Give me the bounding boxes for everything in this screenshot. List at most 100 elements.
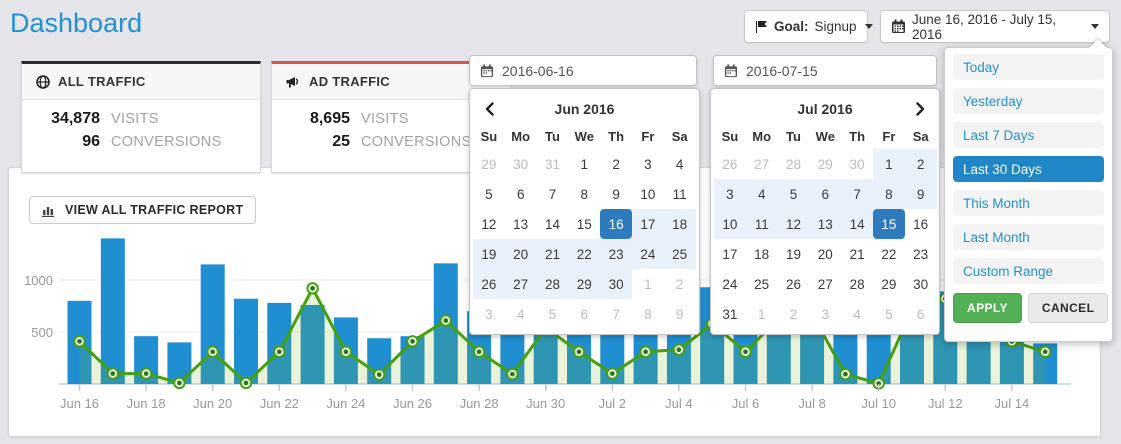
calendar-day[interactable]: 25 — [663, 239, 696, 269]
calendar-day[interactable]: 27 — [504, 269, 537, 299]
calendar-day[interactable]: 4 — [516, 306, 525, 322]
calendar-day[interactable]: 23 — [913, 246, 929, 262]
calendar-day[interactable]: 29 — [817, 156, 833, 172]
calendar-day[interactable]: 20 — [504, 239, 537, 269]
calendar-day[interactable]: 27 — [754, 156, 770, 172]
start-date-input-box[interactable] — [469, 55, 697, 86]
calendar-day[interactable]: 29 — [568, 269, 601, 299]
calendar-day[interactable]: 15 — [576, 216, 592, 232]
view-all-traffic-report-button[interactable]: VIEW ALL TRAFFIC REPORT — [29, 196, 257, 224]
calendar-day[interactable]: 28 — [849, 276, 865, 292]
calendar-day[interactable]: 29 — [481, 156, 497, 172]
preset-yesterday[interactable]: Yesterday — [953, 88, 1104, 114]
calendar-day[interactable]: 19 — [473, 239, 505, 269]
calendar-day[interactable]: 2 — [675, 276, 684, 292]
apply-button[interactable]: APPLY — [953, 293, 1022, 323]
calendar-day[interactable]: 9 — [675, 306, 684, 322]
calendar-day[interactable]: 28 — [785, 156, 801, 172]
calendar-day[interactable]: 24 — [722, 276, 738, 292]
calendar-day[interactable]: 13 — [513, 216, 529, 232]
cancel-button[interactable]: CANCEL — [1027, 293, 1109, 323]
calendar-day[interactable]: 8 — [872, 179, 905, 209]
calendar-day[interactable]: 4 — [675, 156, 684, 172]
calendar-day[interactable]: 20 — [817, 246, 833, 262]
preset-custom-range[interactable]: Custom Range — [953, 258, 1104, 284]
calendar-day[interactable]: 5 — [777, 179, 810, 209]
calendar-day[interactable]: 1 — [757, 306, 766, 322]
calendar-day[interactable]: 11 — [745, 209, 778, 239]
calendar-day[interactable]: 10 — [640, 186, 656, 202]
calendar-day[interactable]: 18 — [754, 246, 770, 262]
calendar-day[interactable]: 31 — [722, 306, 738, 322]
calendar-day[interactable]: 14 — [841, 209, 873, 239]
calendar-day[interactable]: 28 — [536, 269, 569, 299]
calendar-day[interactable]: 22 — [881, 246, 897, 262]
calendar-next-icon[interactable] — [908, 97, 932, 121]
calendar-day[interactable]: 6 — [809, 179, 842, 209]
calendar-day-selected[interactable]: 16 — [600, 209, 632, 239]
chart-bar[interactable] — [100, 238, 125, 384]
calendar-day[interactable]: 4 — [853, 306, 861, 322]
calendar-day[interactable]: 9 — [904, 179, 937, 209]
calendar-day[interactable]: 5 — [548, 306, 557, 322]
calendar-day[interactable]: 17 — [631, 209, 664, 239]
calendar-day[interactable]: 10 — [714, 209, 746, 239]
calendar-day[interactable]: 22 — [568, 239, 601, 269]
calendar-day[interactable]: 6 — [916, 306, 925, 322]
calendar-day[interactable]: 26 — [785, 276, 801, 292]
calendar-day[interactable]: 16 — [913, 216, 929, 232]
calendar-day[interactable]: 14 — [544, 216, 560, 232]
calendar-day[interactable]: 6 — [516, 186, 525, 202]
calendar-day[interactable]: 21 — [849, 246, 865, 262]
calendar-day[interactable]: 7 — [548, 186, 557, 202]
calendar-day[interactable]: 9 — [612, 186, 620, 202]
calendar-day[interactable]: 2 — [789, 306, 798, 322]
calendar-day[interactable]: 29 — [881, 276, 897, 292]
preset-last-30-days[interactable]: Last 30 Days — [953, 156, 1104, 182]
end-date-input[interactable] — [746, 62, 926, 79]
calendar-day[interactable]: 1 — [580, 156, 589, 172]
preset-last-7-days[interactable]: Last 7 Days — [953, 122, 1104, 148]
calendar-day[interactable]: 2 — [612, 156, 620, 172]
calendar-day[interactable]: 1 — [644, 276, 652, 292]
calendar-day[interactable]: 7 — [612, 306, 620, 322]
preset-this-month[interactable]: This Month — [953, 190, 1104, 216]
calendar-day[interactable]: 17 — [722, 246, 738, 262]
calendar-day[interactable]: 30 — [913, 276, 929, 292]
end-date-input-box[interactable] — [713, 55, 937, 86]
calendar-day[interactable]: 2 — [904, 149, 937, 179]
calendar-day[interactable]: 3 — [644, 156, 652, 172]
calendar-day[interactable]: 8 — [580, 186, 589, 202]
calendar-day[interactable]: 3 — [821, 306, 830, 322]
calendar-day[interactable]: 12 — [777, 209, 810, 239]
calendar-day[interactable]: 13 — [809, 209, 842, 239]
calendar-day[interactable]: 8 — [644, 306, 652, 322]
calendar-day[interactable]: 7 — [841, 179, 873, 209]
calendar-day[interactable]: 26 — [473, 269, 505, 299]
calendar-day[interactable]: 26 — [722, 156, 738, 172]
calendar-day[interactable]: 30 — [849, 156, 865, 172]
calendar-day[interactable]: 3 — [714, 179, 746, 209]
calendar-day[interactable]: 5 — [485, 186, 493, 202]
calendar-day[interactable]: 4 — [745, 179, 778, 209]
calendar-day[interactable]: 3 — [485, 306, 493, 322]
goal-dropdown-button[interactable]: Goal: Signup — [744, 10, 873, 43]
chart-bar[interactable] — [200, 264, 225, 384]
calendar-day[interactable]: 1 — [872, 149, 905, 179]
calendar-day[interactable]: 31 — [544, 156, 560, 172]
calendar-day[interactable]: 21 — [536, 239, 569, 269]
calendar-day[interactable]: 24 — [631, 239, 664, 269]
calendar-day-selected[interactable]: 15 — [872, 209, 905, 239]
calendar-day[interactable]: 30 — [513, 156, 529, 172]
calendar-day[interactable]: 19 — [785, 246, 801, 262]
preset-last-month[interactable]: Last Month — [953, 224, 1104, 250]
calendar-day[interactable]: 25 — [754, 276, 770, 292]
calendar-day[interactable]: 18 — [663, 209, 696, 239]
chart-bar[interactable] — [267, 302, 292, 384]
calendar-day[interactable]: 30 — [600, 269, 632, 299]
calendar-day[interactable]: 6 — [580, 306, 589, 322]
calendar-day[interactable]: 11 — [672, 186, 687, 202]
chart-bar[interactable] — [234, 298, 258, 384]
calendar-day[interactable]: 23 — [600, 239, 632, 269]
chart-bar[interactable] — [300, 304, 325, 384]
